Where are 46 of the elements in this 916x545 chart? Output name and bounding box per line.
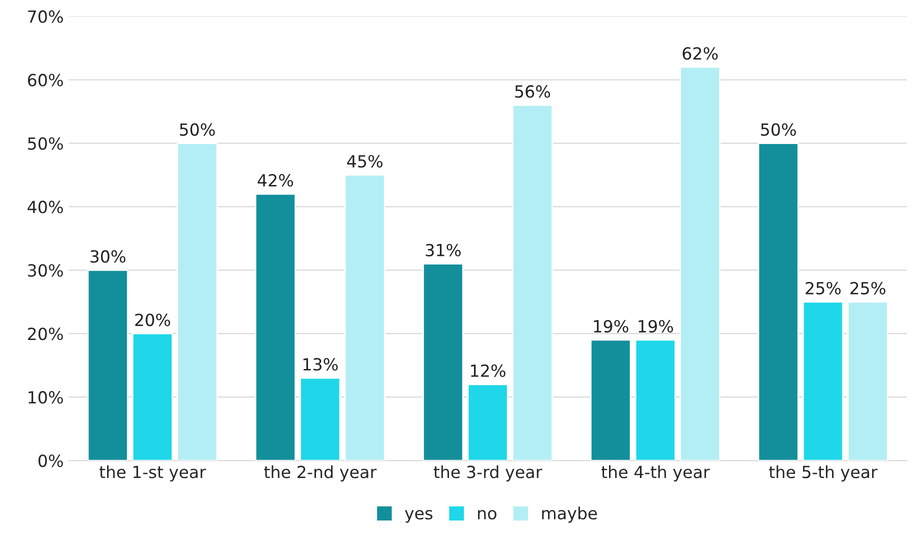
bar xyxy=(300,377,341,461)
x-tick-label: the 1-st year xyxy=(99,465,206,482)
data-label: 62% xyxy=(682,47,718,60)
y-tick-label: 0% xyxy=(38,454,63,468)
bar xyxy=(87,269,128,461)
bar xyxy=(344,174,386,461)
y-tick-label: 40% xyxy=(28,200,63,214)
data-label: 31% xyxy=(426,244,461,256)
y-tick-label: 20% xyxy=(28,328,63,340)
legend-label: maybe xyxy=(542,506,597,523)
data-label: 50% xyxy=(180,123,215,136)
bar xyxy=(467,384,508,461)
data-label: 42% xyxy=(258,174,294,187)
data-label: 56% xyxy=(515,85,550,98)
data-label: 25% xyxy=(806,282,841,294)
data-label: 12% xyxy=(471,364,506,377)
data-label: 45% xyxy=(347,154,382,168)
data-label: 50% xyxy=(761,123,796,136)
legend-label: no xyxy=(478,510,496,520)
bar xyxy=(847,301,888,461)
x-tick-label: the 4-th year xyxy=(601,465,710,482)
data-label: 19% xyxy=(594,320,628,333)
bar xyxy=(802,301,844,461)
bar xyxy=(680,66,721,461)
data-label: 30% xyxy=(90,250,126,263)
data-label: 25% xyxy=(850,282,886,294)
y-tick-label: 30% xyxy=(28,264,63,277)
data-label: 20% xyxy=(135,314,170,326)
x-tick-label: the 2-nd year xyxy=(264,465,377,482)
bar xyxy=(758,142,799,461)
bar xyxy=(176,142,218,461)
y-tick-label: 10% xyxy=(28,391,63,404)
bar xyxy=(422,263,464,461)
legend-label: yes xyxy=(404,510,432,523)
x-tick-label: the 5-th year xyxy=(769,465,878,482)
bar xyxy=(254,193,296,461)
bar xyxy=(132,332,174,461)
data-label: 13% xyxy=(303,358,338,371)
y-tick-label: 70% xyxy=(28,10,63,23)
bar xyxy=(590,339,632,461)
data-label: 19% xyxy=(638,320,673,333)
bar xyxy=(512,104,553,461)
y-tick-label: 60% xyxy=(28,74,63,86)
x-tick-label: the 3-rd year xyxy=(434,465,542,482)
bar xyxy=(634,339,676,461)
y-tick-label: 50% xyxy=(28,137,63,150)
